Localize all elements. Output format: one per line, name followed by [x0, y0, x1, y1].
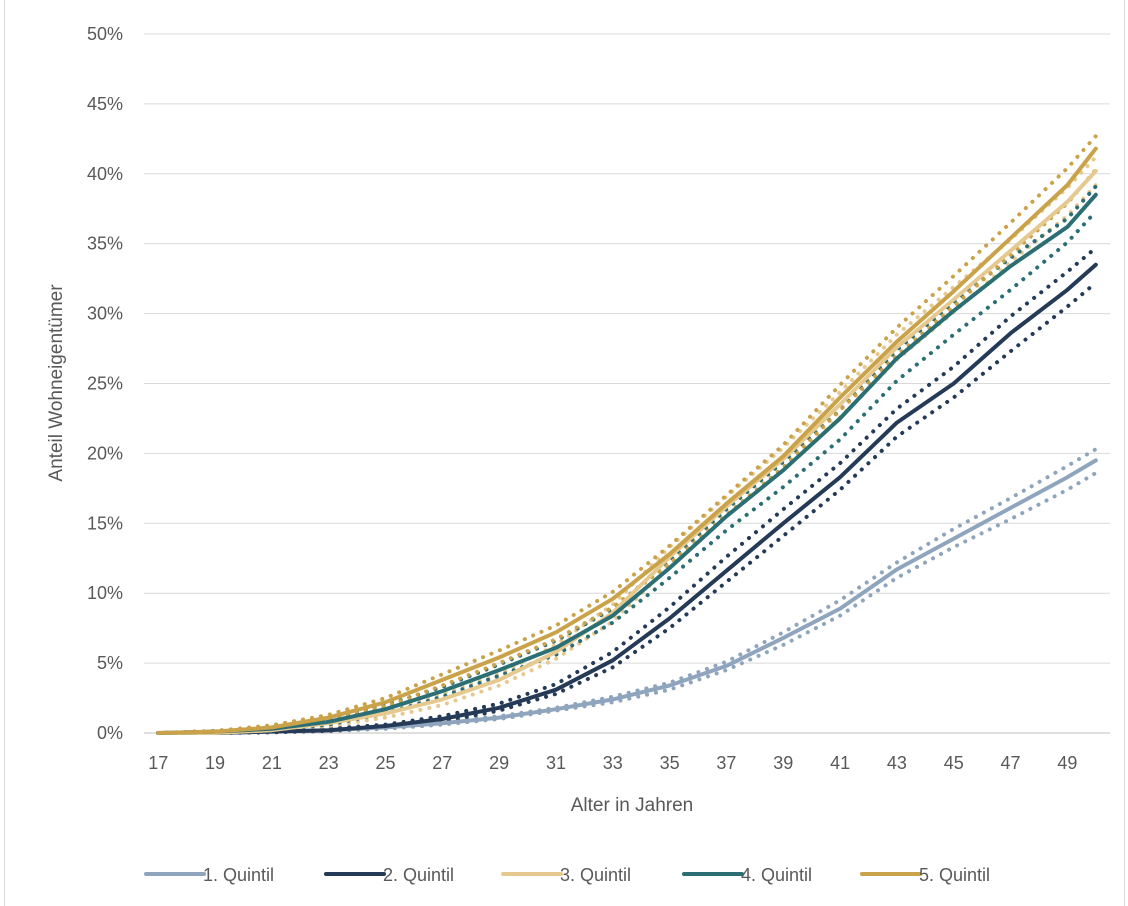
chart-border-left: [4, 0, 5, 906]
x-tick-label: 27: [432, 753, 452, 773]
x-tick-label: 37: [716, 753, 736, 773]
y-tick-label: 25%: [87, 374, 123, 394]
y-tick-label: 0%: [97, 723, 123, 743]
series-4-line: [156, 192, 1098, 735]
x-tick-label: 17: [148, 753, 168, 773]
y-tick-label: 30%: [87, 304, 123, 324]
legend-label-2: 2. Quintil: [383, 865, 454, 885]
y-tick-label: 10%: [87, 583, 123, 603]
x-tick-label: 31: [546, 753, 566, 773]
x-tick-label: 23: [319, 753, 339, 773]
x-tick-label: 41: [830, 753, 850, 773]
legend-label-4: 4. Quintil: [741, 865, 812, 885]
x-tick-label: 45: [944, 753, 964, 773]
series-5-band-upper: [156, 134, 1098, 735]
x-tick-label: 33: [603, 753, 623, 773]
x-tick-label: 29: [489, 753, 509, 773]
series-4-band-lower: [156, 209, 1098, 735]
series-5-line: [156, 146, 1098, 735]
legend: 1. Quintil 2. Quintil 3. Quintil 4. Quintil…: [144, 865, 990, 885]
x-tick-label: 25: [375, 753, 395, 773]
x-tick-label: 43: [887, 753, 907, 773]
y-tick-label: 40%: [87, 164, 123, 184]
y-tick-label: 15%: [87, 513, 123, 533]
series-bands: [156, 134, 1098, 735]
gridlines: [144, 33, 1110, 664]
y-axis-label: Anteil Wohneigentümer: [46, 284, 67, 482]
series-2-band-lower: [156, 280, 1098, 735]
chart-border-right: [1124, 0, 1125, 906]
x-tick-label: 49: [1057, 753, 1077, 773]
series-4-band-upper: [156, 184, 1098, 735]
y-tick-label: 35%: [87, 234, 123, 254]
legend-label-3: 3. Quintil: [560, 865, 631, 885]
x-axis-ticks: 17 19 21 23 25 27 29 31 33 35 37 39 41 43 45 47 49: [148, 753, 1077, 773]
y-tick-label: 45%: [87, 94, 123, 114]
x-axis-label: Alter in Jahren: [571, 795, 694, 816]
series-2-band-upper: [156, 245, 1098, 735]
y-tick-label: 20%: [87, 443, 123, 463]
series-5-band-lower: [156, 167, 1098, 735]
legend-label-1: 1. Quintil: [203, 865, 274, 885]
y-tick-label: 5%: [97, 653, 123, 673]
legend-label-5: 5. Quintil: [919, 865, 990, 885]
x-tick-label: 39: [773, 753, 793, 773]
x-tick-label: 35: [660, 753, 680, 773]
y-axis-ticks: 0% 5% 10% 15% 20% 25% 30% 35% 40% 45% 50%: [87, 24, 123, 743]
series-lines: [156, 146, 1098, 735]
y-tick-label: 50%: [87, 24, 123, 44]
x-tick-label: 47: [1001, 753, 1021, 773]
x-tick-label: 19: [205, 753, 225, 773]
x-tick-label: 21: [262, 753, 282, 773]
series-2-line: [156, 262, 1098, 735]
